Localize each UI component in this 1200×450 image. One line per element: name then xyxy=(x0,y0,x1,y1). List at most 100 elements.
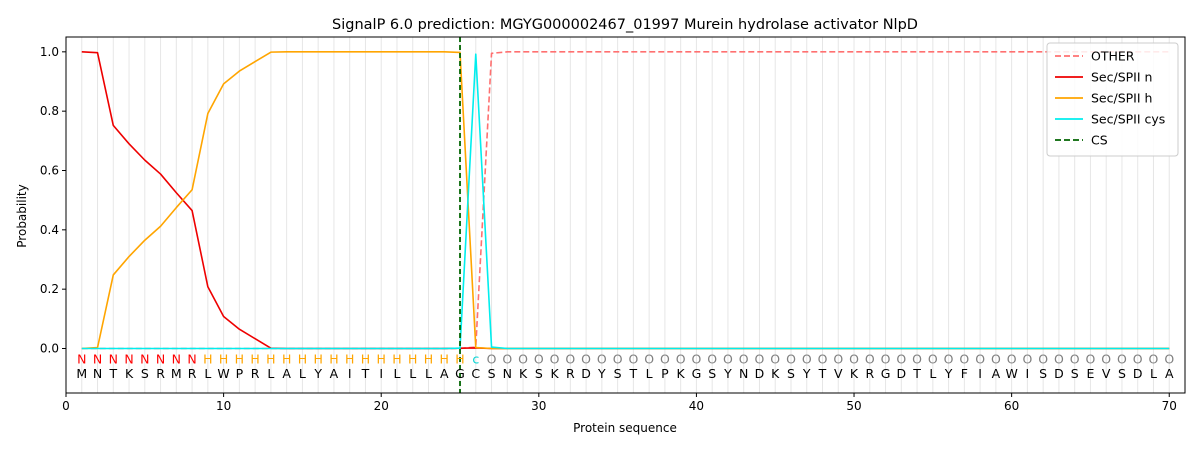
annotation-label: O xyxy=(723,351,733,366)
annotation-label: O xyxy=(676,351,686,366)
y-tick-label: 1.0 xyxy=(40,45,59,59)
annotation-label: O xyxy=(1086,351,1096,366)
annotation-label: H xyxy=(329,351,338,366)
residue-label: S xyxy=(535,366,543,381)
annotation-label: O xyxy=(739,351,749,366)
annotation-label: O xyxy=(802,351,812,366)
x-tick-label: 70 xyxy=(1162,399,1177,413)
annotation-label: O xyxy=(1070,351,1080,366)
residue-label: S xyxy=(488,366,496,381)
residue-label: A xyxy=(1165,366,1174,381)
residue-label: I xyxy=(379,366,383,381)
legend-label-cs: CS xyxy=(1091,133,1108,148)
residue-label: V xyxy=(834,366,843,381)
annotation-label: O xyxy=(1022,351,1032,366)
x-tick-label: 20 xyxy=(374,399,389,413)
annotation-label: O xyxy=(786,351,796,366)
annotation-label: O xyxy=(628,351,638,366)
annotation-label: O xyxy=(770,351,780,366)
annotation-label: H xyxy=(298,351,307,366)
annotation-label: H xyxy=(313,351,322,366)
annotation-label: O xyxy=(1133,351,1143,366)
annotation-label: O xyxy=(896,351,906,366)
annotation-label: H xyxy=(219,351,228,366)
annotation-label: O xyxy=(991,351,1001,366)
residue-label: G xyxy=(881,366,891,381)
residue-label: D xyxy=(1133,366,1143,381)
residue-label: A xyxy=(330,366,339,381)
residue-label: T xyxy=(912,366,921,381)
residue-label: D xyxy=(896,366,906,381)
residue-label: S xyxy=(1071,366,1079,381)
series-line-sec-spii-n xyxy=(81,51,1170,350)
residue-label: S xyxy=(1118,366,1126,381)
y-tick-label: 0.6 xyxy=(40,164,59,178)
legend-label-sec-spii-n: Sec/SPII n xyxy=(1091,70,1152,85)
annotation-label: N xyxy=(77,351,86,366)
residue-label: K xyxy=(519,366,528,381)
residue-label: Y xyxy=(313,366,322,381)
annotation-label: O xyxy=(487,351,497,366)
annotation-label: O xyxy=(565,351,575,366)
annotation-label: N xyxy=(172,351,181,366)
residue-label: E xyxy=(1086,366,1094,381)
annotation-label: O xyxy=(550,351,560,366)
series-line-other xyxy=(81,51,1170,350)
residue-label: L xyxy=(204,366,211,381)
annotation-label: O xyxy=(518,351,528,366)
residue-label: F xyxy=(961,366,968,381)
residue-label: L xyxy=(425,366,432,381)
x-axis: 0 10 20 30 40 50 60 70 xyxy=(62,393,1177,413)
legend-label-sec-spii-h: Sec/SPII h xyxy=(1091,91,1152,106)
residue-label: K xyxy=(677,366,686,381)
residue-label: I xyxy=(1026,366,1030,381)
residue-label: W xyxy=(217,366,229,381)
annotation-label: N xyxy=(140,351,149,366)
annotation-label: O xyxy=(534,351,544,366)
x-tick-label: 50 xyxy=(846,399,861,413)
residue-label: Y xyxy=(944,366,953,381)
annotation-label: H xyxy=(235,351,244,366)
residue-label: T xyxy=(361,366,370,381)
residue-label: W xyxy=(1005,366,1017,381)
annotation-label: O xyxy=(833,351,843,366)
residue-label: S xyxy=(708,366,716,381)
residue-label: N xyxy=(503,366,512,381)
series-line-sec-spii-cys xyxy=(81,53,1170,350)
residue-label: M xyxy=(76,366,87,381)
y-tick-label: 0.8 xyxy=(40,104,59,118)
residue-label: L xyxy=(646,366,653,381)
annotation-label: O xyxy=(881,351,891,366)
residue-label: D xyxy=(1054,366,1064,381)
residue-label: K xyxy=(850,366,859,381)
annotation-label: O xyxy=(581,351,591,366)
annotation-label: O xyxy=(1054,351,1064,366)
annotation-label: H xyxy=(377,351,386,366)
x-tick-label: 60 xyxy=(1004,399,1019,413)
y-tick-label: 0.2 xyxy=(40,282,59,296)
annotation-label: O xyxy=(755,351,765,366)
annotation-label: N xyxy=(156,351,165,366)
y-axis-label: Probability xyxy=(15,184,29,247)
annotation-label: H xyxy=(361,351,370,366)
annotation-label: H xyxy=(424,351,433,366)
annotation-label: O xyxy=(944,351,954,366)
residue-label: P xyxy=(661,366,669,381)
residue-label: T xyxy=(629,366,638,381)
legend-label-sec-spii-cys: Sec/SPII cys xyxy=(1091,112,1165,127)
annotation-label: c xyxy=(472,351,479,366)
residue-label: Y xyxy=(597,366,606,381)
annotation-label: O xyxy=(849,351,859,366)
annotation-label: O xyxy=(707,351,717,366)
annotation-label: O xyxy=(1149,351,1159,366)
residue-label: S xyxy=(614,366,622,381)
residue-label: R xyxy=(566,366,575,381)
y-tick-label: 0.4 xyxy=(40,223,59,237)
grid-lines xyxy=(81,37,1170,393)
annotation-label: O xyxy=(502,351,512,366)
annotation-label: N xyxy=(187,351,196,366)
annotation-label: N xyxy=(93,351,102,366)
